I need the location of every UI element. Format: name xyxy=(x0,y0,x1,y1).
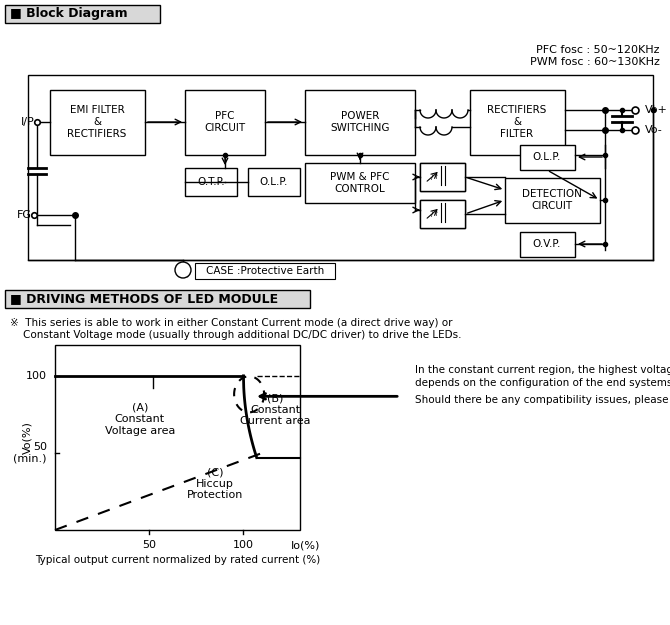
Bar xyxy=(185,90,265,155)
Text: POWER
SWITCHING: POWER SWITCHING xyxy=(330,111,390,132)
Text: O.L.P.: O.L.P. xyxy=(533,152,561,162)
Bar xyxy=(248,168,300,196)
Text: In the constant current region, the highest voltage at the output of the driver: In the constant current region, the high… xyxy=(415,365,670,375)
Text: ■ Block Diagram: ■ Block Diagram xyxy=(10,8,127,21)
Text: PFC
CIRCUIT: PFC CIRCUIT xyxy=(204,111,246,132)
Text: /↑: /↑ xyxy=(431,174,439,180)
Text: EMI FILTER
&
RECTIFIERS: EMI FILTER & RECTIFIERS xyxy=(67,106,127,139)
Text: Vo+: Vo+ xyxy=(645,105,668,115)
Text: 50: 50 xyxy=(142,540,156,550)
Text: (B)
Constant
Current area: (B) Constant Current area xyxy=(241,393,311,426)
Text: ※  This series is able to work in either Constant Current mode (a direct drive w: ※ This series is able to work in either … xyxy=(10,318,452,328)
Text: PWM & PFC
CONTROL: PWM & PFC CONTROL xyxy=(330,173,390,194)
Bar xyxy=(305,163,415,203)
Bar xyxy=(520,145,575,170)
Bar xyxy=(28,75,653,260)
Bar xyxy=(520,232,575,257)
Text: O.V.P.: O.V.P. xyxy=(533,239,561,249)
Text: Vo(%): Vo(%) xyxy=(22,421,32,454)
Text: Typical output current normalized by rated current (%): Typical output current normalized by rat… xyxy=(35,555,320,565)
Text: CASE :Protective Earth: CASE :Protective Earth xyxy=(206,266,324,276)
Text: depends on the configuration of the end systems.: depends on the configuration of the end … xyxy=(415,378,670,388)
Bar xyxy=(55,345,300,530)
Text: (C)
Hiccup
Protection: (C) Hiccup Protection xyxy=(187,467,243,501)
Text: (A)
Constant
Voltage area: (A) Constant Voltage area xyxy=(105,402,175,436)
Bar xyxy=(5,5,160,23)
Text: Io(%): Io(%) xyxy=(291,540,320,550)
Bar xyxy=(420,200,465,228)
Bar xyxy=(420,200,465,228)
Bar xyxy=(50,90,145,155)
Bar xyxy=(420,163,465,191)
Bar xyxy=(505,178,600,223)
Text: PWM fosc : 60~130KHz: PWM fosc : 60~130KHz xyxy=(530,57,660,67)
Text: RECTIFIERS
&
FILTER: RECTIFIERS & FILTER xyxy=(487,106,547,139)
Text: Should there be any compatibility issues, please contact MEAN WELL.: Should there be any compatibility issues… xyxy=(415,395,670,405)
Bar xyxy=(5,290,310,308)
Text: 100: 100 xyxy=(26,371,47,381)
Text: /↑: /↑ xyxy=(431,211,439,217)
Text: O.L.P.: O.L.P. xyxy=(260,177,288,187)
Text: Vo-: Vo- xyxy=(645,125,663,135)
Text: I/P: I/P xyxy=(21,117,35,127)
Circle shape xyxy=(175,262,191,278)
Text: FG: FG xyxy=(17,210,32,220)
Text: PFC fosc : 50~120KHz: PFC fosc : 50~120KHz xyxy=(537,45,660,55)
Text: 50
(min.): 50 (min.) xyxy=(13,442,47,464)
Bar xyxy=(470,90,565,155)
Bar xyxy=(420,163,465,191)
Bar xyxy=(305,90,415,155)
Bar xyxy=(195,263,335,279)
Text: DETECTION
CIRCUIT: DETECTION CIRCUIT xyxy=(522,189,582,211)
Text: 100: 100 xyxy=(233,540,254,550)
Bar xyxy=(185,168,237,196)
Text: Constant Voltage mode (usually through additional DC/DC driver) to drive the LED: Constant Voltage mode (usually through a… xyxy=(10,330,462,340)
Text: O.T.P.: O.T.P. xyxy=(197,177,225,187)
Text: ■ DRIVING METHODS OF LED MODULE: ■ DRIVING METHODS OF LED MODULE xyxy=(10,292,278,306)
